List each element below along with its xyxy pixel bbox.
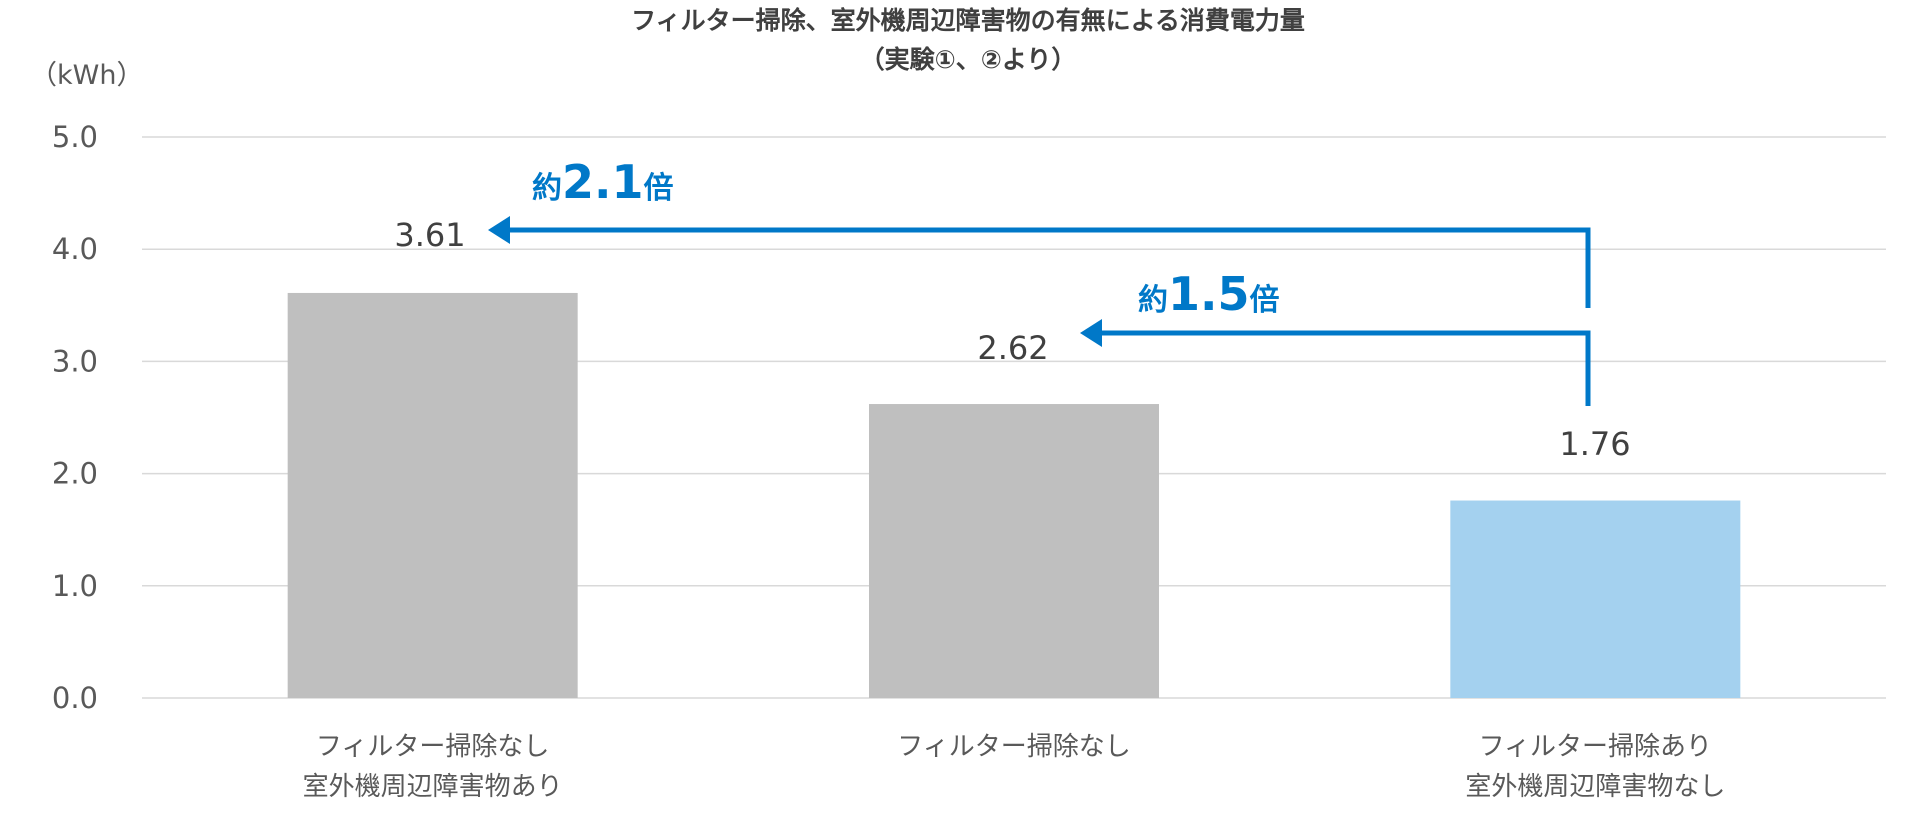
y-tick-label: 3.0: [52, 344, 98, 378]
x-category-label: 室外機周辺障害物あり: [303, 772, 563, 802]
data-label: 3.61: [394, 216, 465, 254]
y-tick-label: 1.0: [52, 569, 98, 603]
bar: [1450, 500, 1741, 698]
ratio-annotation: 約2.1倍: [532, 155, 674, 209]
arrowhead-icon: [488, 216, 510, 244]
y-tick-label: 0.0: [52, 681, 98, 715]
bar: [869, 404, 1159, 698]
bar: [287, 292, 578, 698]
arrowhead-icon: [1080, 319, 1102, 347]
x-category-label: フィルター掃除なし: [316, 732, 549, 762]
y-tick-label: 2.0: [52, 457, 98, 491]
chart-title-line2: （実験①、②より）: [860, 45, 1077, 74]
data-label: 2.62: [977, 329, 1048, 367]
chart-title-line1: フィルター掃除、室外機周辺障害物の有無による消費電力量: [631, 6, 1305, 35]
ratio-annotation: 約1.5倍: [1138, 267, 1280, 321]
comparison-arrow-line: [1098, 330, 1591, 406]
x-category-label: フィルター掃除あり: [1479, 732, 1712, 762]
x-category-label: 室外機周辺障害物なし: [1465, 772, 1725, 802]
y-axis-unit: （kWh）: [30, 60, 143, 91]
comparison-arrow-line: [506, 227, 1591, 308]
data-label: 1.76: [1559, 425, 1630, 463]
x-category-label: フィルター掃除なし: [897, 732, 1130, 762]
y-tick-label: 4.0: [52, 232, 98, 266]
y-tick-label: 5.0: [52, 120, 98, 154]
